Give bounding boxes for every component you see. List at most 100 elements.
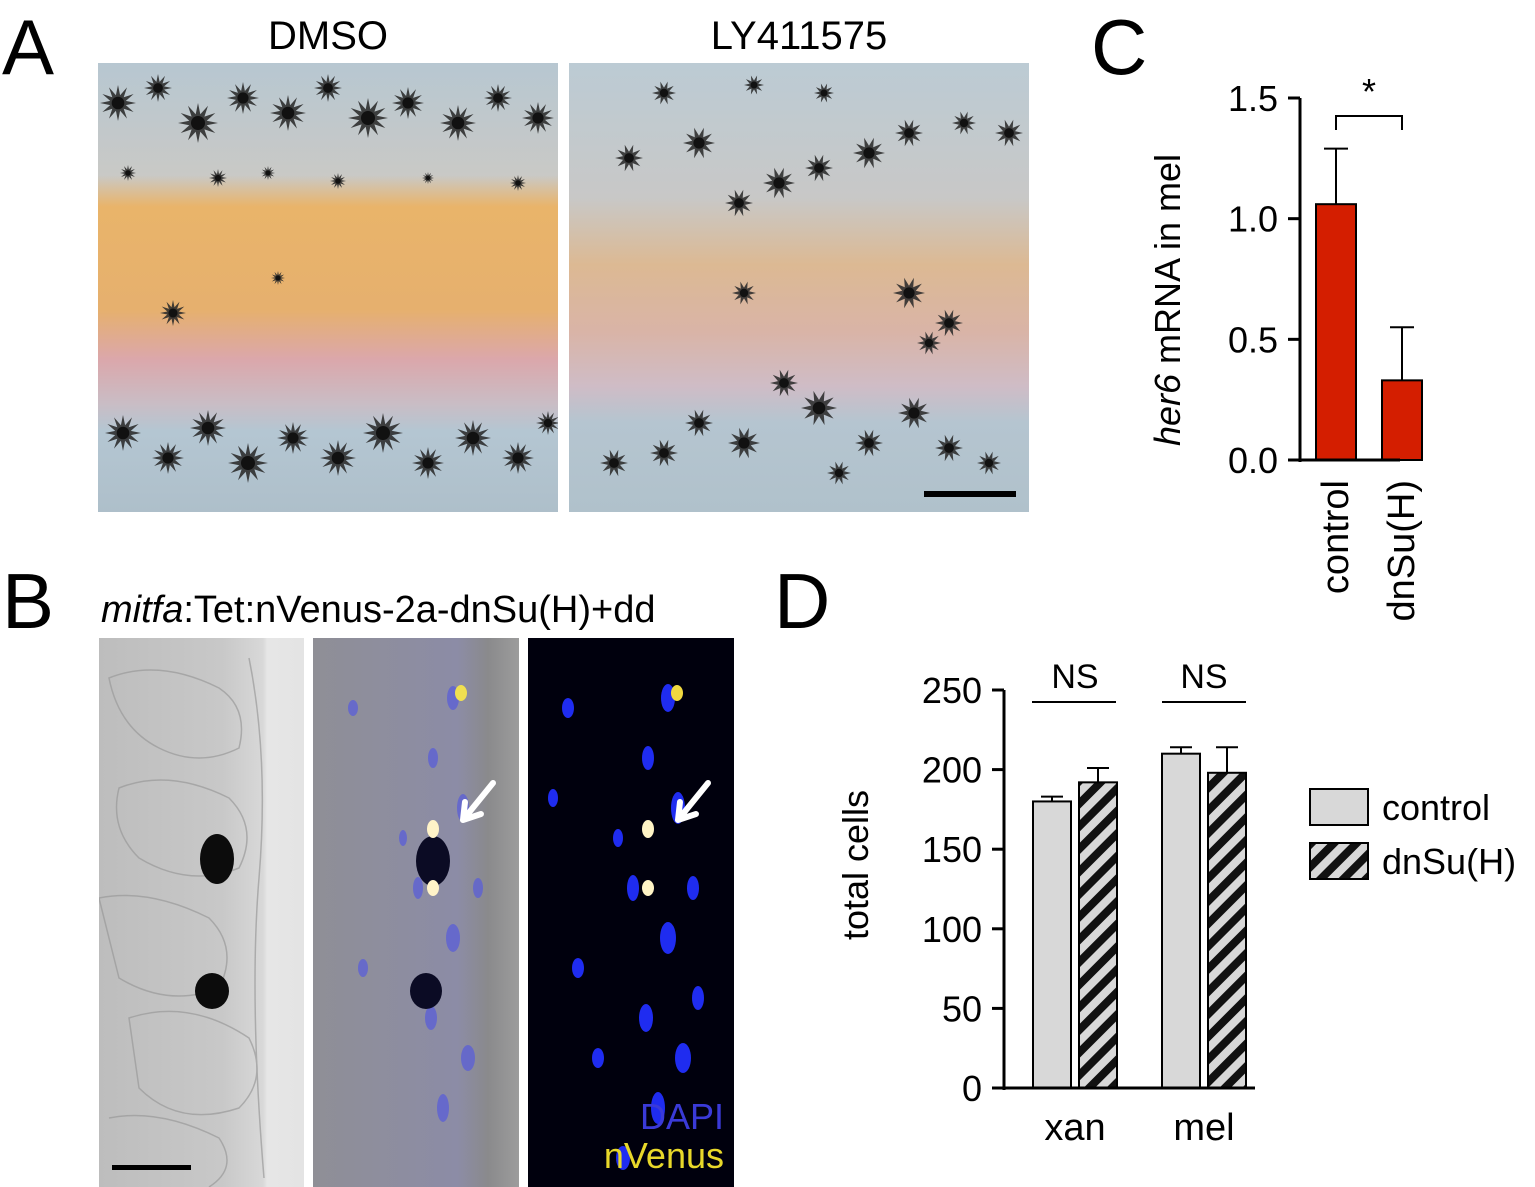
melanophore-core — [693, 137, 705, 149]
melanophore-core — [694, 418, 704, 428]
merge-image — [313, 638, 519, 1187]
melanophore-core — [543, 418, 553, 428]
panel-a-letter: A — [2, 3, 55, 91]
melanophore-core — [624, 153, 634, 163]
nvenus-label: nVenus — [603, 1135, 724, 1176]
panel-b-letter: B — [2, 557, 55, 645]
melanophore-core — [944, 318, 954, 328]
panel-c-letter: C — [1091, 3, 1148, 91]
chart-c-ytick-label: 1.5 — [1228, 78, 1278, 119]
chart-d-ylabel: total cells — [835, 790, 876, 940]
chart-c-ylabel-rest: mRNA in mel — [1147, 154, 1188, 374]
dmso-micrograph — [98, 63, 558, 512]
melanophore-core — [275, 275, 281, 281]
dmso-title: DMSO — [268, 14, 388, 58]
melanophore-core — [515, 180, 521, 186]
melanophore-core — [281, 106, 295, 120]
chart-c-sig-star: * — [1362, 71, 1376, 112]
melanophore-core — [111, 96, 125, 110]
melanophore-core — [834, 468, 844, 478]
melanophore-core — [287, 432, 299, 444]
panel-b-title-gene: mitfa — [101, 589, 184, 631]
melanophore-core — [116, 426, 130, 440]
melanophore-core — [659, 88, 669, 98]
melanophore-core — [191, 116, 205, 130]
chart-c-ylabel: her6 mRNA in mel — [1147, 154, 1188, 446]
scale-bar-a — [924, 491, 1016, 497]
melanophore-core — [750, 81, 758, 89]
chart-c-bar — [1381, 379, 1423, 461]
melanophore-core — [361, 111, 375, 125]
melanophore-core — [125, 170, 131, 176]
melanophore-core — [779, 378, 789, 388]
melanophore-core — [908, 407, 920, 419]
chart-d-category-label: xan — [1044, 1107, 1105, 1149]
melanophore-core — [812, 401, 826, 415]
chart-d-ytick-label: 100 — [922, 909, 982, 950]
chart-c-sig-bracket — [1335, 115, 1403, 130]
melanophore-core — [237, 92, 249, 104]
chart-d-ytick-label: 150 — [922, 829, 982, 870]
chart-c-ytick-label: 0.5 — [1228, 319, 1278, 360]
chart-d-bar-dnsuh — [1207, 771, 1247, 1089]
ly411575-title: LY411575 — [710, 14, 888, 58]
panel-b-title: mitfa:Tet:nVenus-2a-dnSu(H)+dd — [101, 589, 655, 632]
melanophore-core — [323, 83, 333, 93]
arrow-icon — [675, 780, 711, 823]
melanophore-core — [1004, 128, 1014, 138]
melanophore-core — [532, 112, 544, 124]
melanophore-core — [168, 308, 178, 318]
melanophore-core — [265, 170, 271, 176]
melanophore-core — [493, 93, 503, 103]
chart-c: her6 mRNA in mel 0.0 0.5 1.0 1.5 * control d… — [1147, 71, 1423, 622]
melanophore-core — [335, 178, 341, 184]
melanophore-core — [214, 174, 222, 182]
legend-label-control: control — [1382, 787, 1490, 828]
legend-swatch-dnsuh — [1309, 842, 1369, 880]
melanophore-core — [659, 448, 669, 458]
melanophore-core — [422, 457, 434, 469]
melanophore-core — [734, 198, 744, 208]
chart-c-ytick-label: 0.0 — [1228, 440, 1278, 481]
chart-d-ns-xan: NS — [1051, 658, 1098, 696]
chart-d-category-label: mel — [1173, 1107, 1234, 1149]
dapi-label: DAPI — [639, 1096, 724, 1137]
melanophore-core — [773, 177, 785, 189]
melanophore-core — [451, 116, 465, 130]
melanophore-core — [814, 163, 824, 173]
melanophore-core — [924, 338, 934, 348]
legend-label-dnsuh: dnSu(H) — [1382, 841, 1516, 882]
chart-d-ytick-label: 50 — [942, 988, 982, 1029]
chart-d-bar-dnsuh — [1078, 781, 1118, 1089]
melanophore-core — [241, 456, 255, 470]
melanophore-core — [331, 451, 345, 465]
chart-c-category-label: control — [1315, 480, 1357, 594]
melanophore-core — [863, 147, 875, 159]
chart-d: total cells 0 50 100 150 200 250 NS NS xan mel… — [835, 658, 1516, 1149]
svg-text:her6 mRNA in mel: her6 mRNA in mel — [1147, 154, 1188, 446]
melanophore-core — [820, 89, 828, 97]
melanophore-core — [376, 426, 390, 440]
chart-d-bar-control — [1032, 800, 1072, 1089]
melanophore-core — [402, 97, 414, 109]
chart-d-ytick-label: 200 — [922, 750, 982, 791]
legend-swatch-control — [1309, 788, 1369, 826]
melanophore-core — [903, 287, 915, 299]
panel-b-title-construct: :Tet:nVenus-2a-dnSu(H)+dd — [183, 589, 656, 631]
chart-c-ytick-label: 1.0 — [1228, 199, 1278, 240]
chart-c-bar — [1315, 203, 1357, 461]
arrow-icon — [460, 780, 496, 823]
melanophore-core — [959, 118, 969, 128]
melanophore-core — [466, 431, 480, 445]
chart-d-ns-mel: NS — [1180, 658, 1227, 696]
melanophore-core — [944, 443, 954, 453]
melanophore-core — [864, 438, 874, 448]
chart-c-category-label: dnSu(H) — [1381, 480, 1423, 622]
scale-bar-b — [112, 1165, 191, 1170]
chart-d-ytick-label: 0 — [962, 1068, 982, 1109]
ly411575-micrograph — [569, 63, 1029, 512]
melanophore-core — [162, 452, 174, 464]
chart-d-legend: control dnSu(H) — [1309, 787, 1516, 882]
brightfield-image — [99, 638, 304, 1187]
chart-c-ylabel-gene: her6 — [1147, 373, 1188, 446]
